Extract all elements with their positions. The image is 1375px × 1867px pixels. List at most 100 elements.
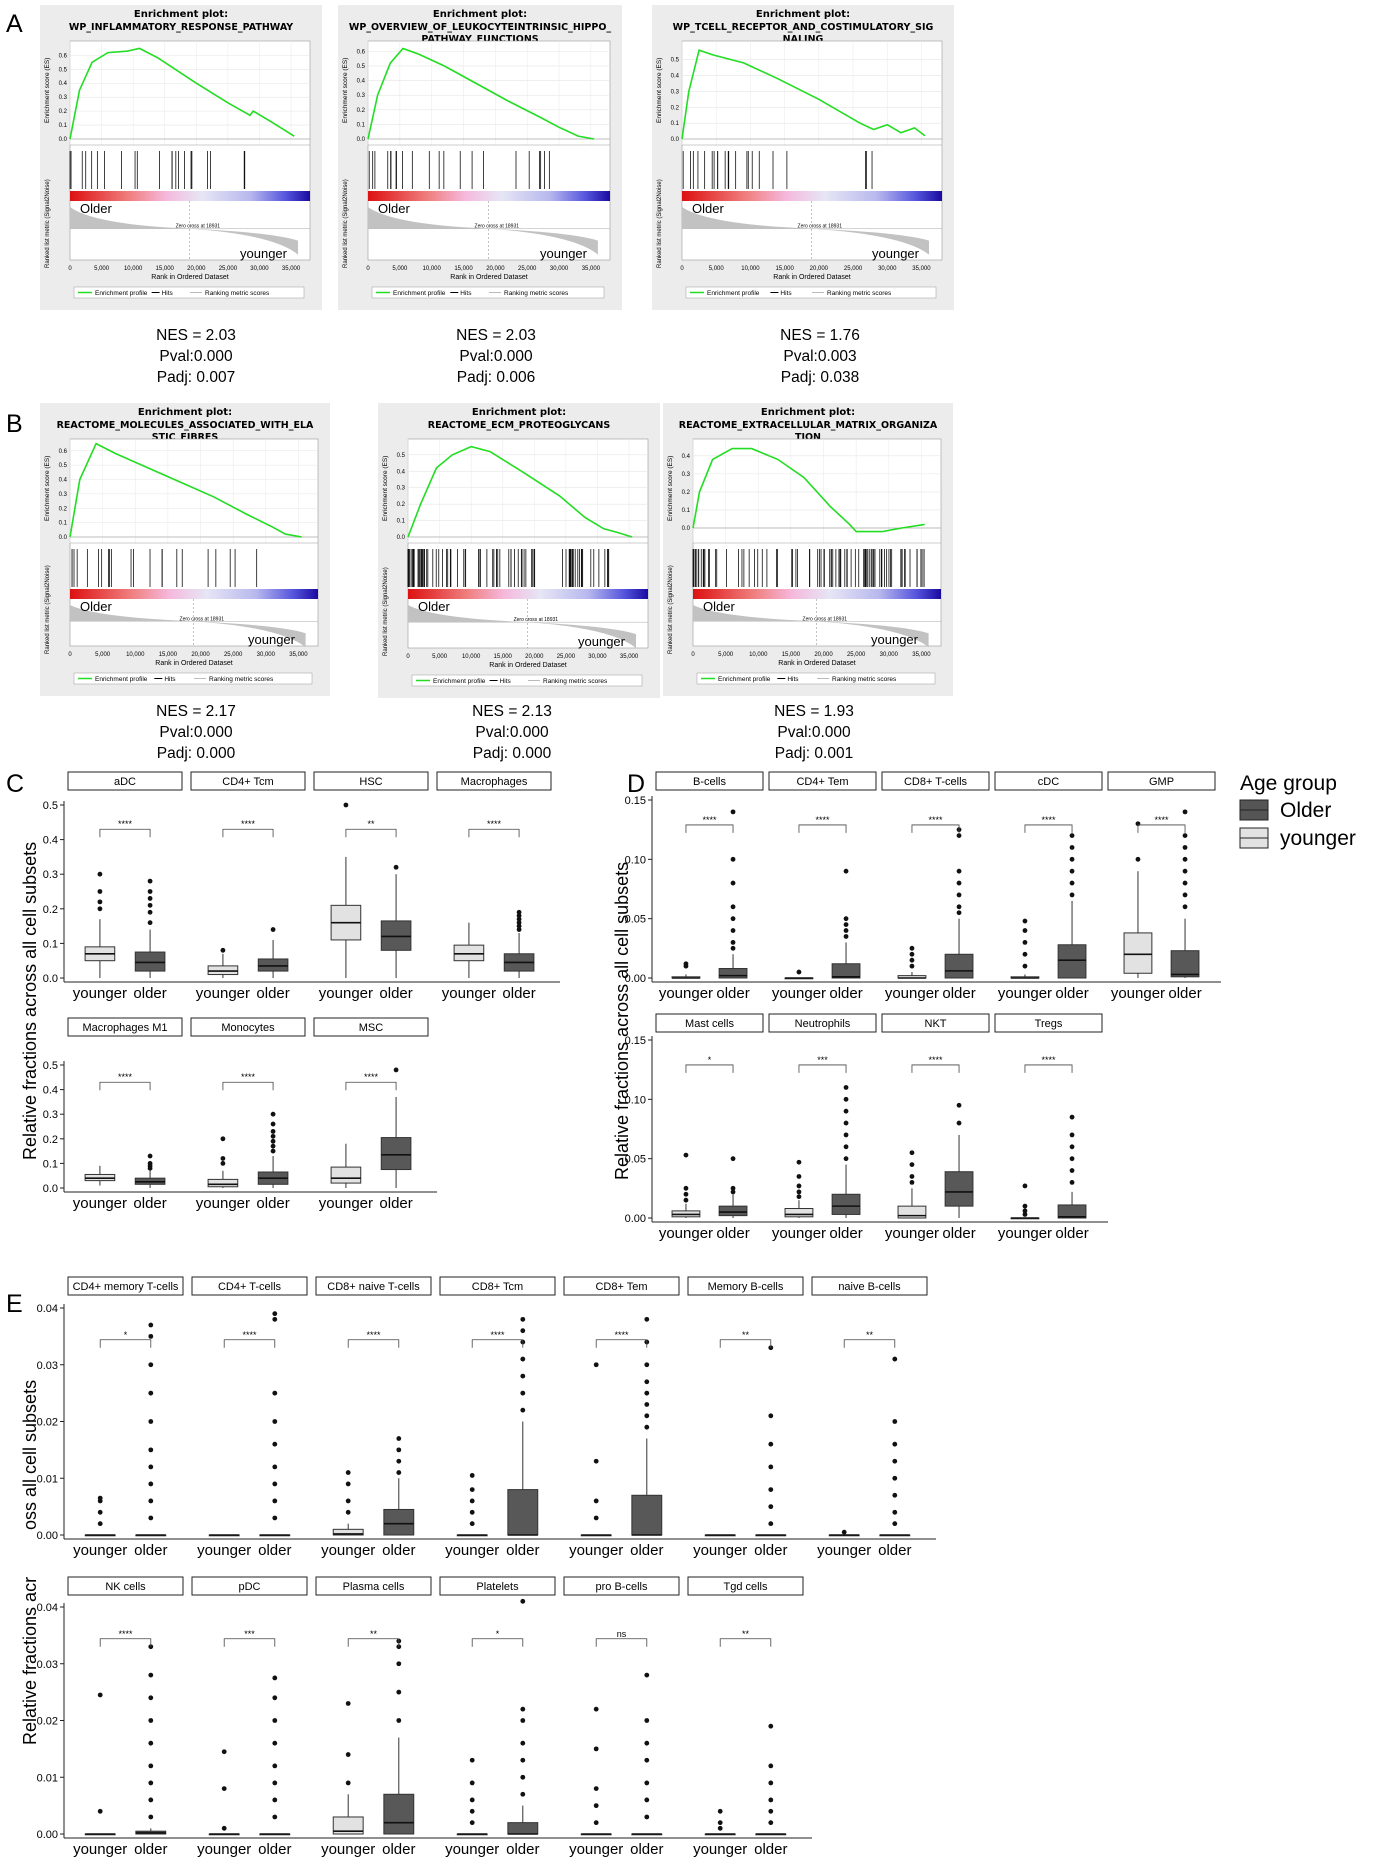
gsea-rank-tick: 0	[406, 654, 410, 660]
x-tick-older: older	[134, 1841, 167, 1858]
box-outlier	[1069, 892, 1075, 898]
box-outlier	[1069, 1144, 1075, 1150]
box-outlier	[768, 1521, 774, 1527]
gsea-legend-box	[73, 672, 313, 685]
gsea-es-tick: 0.3	[682, 472, 691, 478]
gsea-rank-tick: 5,000	[709, 266, 725, 272]
gsea-plot-5: Enrichment plot: REACTOME_ECM_PROTEOGLYCA…	[378, 403, 660, 698]
box-outlier	[396, 1447, 402, 1453]
gsea-rank-tick: 10,000	[124, 266, 143, 272]
gsea-rank-tick: 35,000	[912, 652, 931, 658]
box-outlier	[909, 1162, 915, 1167]
facet-label: naive B-cells	[838, 1281, 901, 1293]
box-outlier	[272, 1311, 278, 1317]
box-outlier	[272, 1464, 278, 1470]
box-outlier	[730, 916, 736, 922]
x-tick-younger: younger	[817, 1542, 871, 1559]
box-outlier	[1069, 856, 1075, 862]
facet-label: Plasma cells	[343, 1581, 405, 1593]
box-outlier	[97, 1692, 103, 1698]
gsea-rank-tick: 35,000	[582, 266, 601, 272]
box-outlier	[593, 1458, 599, 1464]
box-outlier	[469, 1780, 475, 1786]
sig-label: **	[866, 1330, 874, 1340]
sig-bracket	[345, 1081, 397, 1091]
sig-label: **	[370, 1629, 378, 1639]
x-tick-older: older	[256, 985, 289, 1002]
gsea-rank-tick: 5,000	[432, 654, 448, 660]
box-outlier	[1069, 1156, 1075, 1162]
box-older	[944, 953, 974, 979]
box-older	[134, 951, 166, 972]
sig-label: **	[367, 819, 375, 829]
x-tick-younger: younger	[73, 1542, 127, 1559]
gsea-rank-axis-label: Rank in Ordered Dataset	[450, 274, 527, 281]
gsea-es-tick: 0.3	[671, 89, 680, 95]
box-outlier	[892, 1441, 898, 1447]
gsea-rank-tick: 15,000	[156, 266, 175, 272]
box-outlier	[1182, 833, 1188, 838]
box-outlier	[270, 1138, 276, 1144]
gsea-legend-hits: Hits	[162, 290, 174, 297]
facet-label: B-cells	[693, 776, 727, 788]
box-outlier	[644, 1718, 650, 1723]
box-outlier	[768, 1504, 774, 1510]
gsea-metric-axis-label: Ranked list metric (Signal2Noise)	[668, 565, 674, 654]
x-tick-younger: younger	[569, 1542, 623, 1559]
box-older	[257, 958, 289, 972]
box-outlier	[843, 1144, 849, 1150]
box-outlier	[593, 1820, 599, 1826]
box-outlier	[730, 1185, 736, 1191]
box-outlier	[843, 868, 849, 874]
box-outlier	[1182, 904, 1188, 910]
x-tick-younger: younger	[319, 1195, 373, 1212]
y-axis-label-e-top: oss all cell subsets	[20, 1380, 40, 1530]
sig-bracket	[471, 1339, 524, 1348]
sig-label: ****	[928, 815, 943, 825]
gsea-padj: Padj: 0.000	[157, 745, 236, 762]
box-outlier	[768, 1441, 774, 1447]
box-outlier	[843, 1096, 849, 1102]
box-outlier	[909, 951, 915, 957]
box-outlier	[1022, 940, 1028, 945]
sig-bracket	[1024, 1064, 1073, 1073]
gsea-es-axis-label: Enrichment score (ES)	[44, 456, 51, 521]
facet-msc: MSC younger older ****	[313, 1017, 429, 1212]
gsea-rank-bar	[368, 191, 610, 201]
gsea-plot-1: Enrichment plot: WP_INFLAMMATORY_RESPONSE…	[40, 5, 322, 310]
gsea-es-curve	[407, 445, 633, 538]
facet-strip	[191, 1276, 308, 1296]
gsea-rank-axis-label: Rank in Ordered Dataset	[778, 660, 855, 667]
gsea-pval: Pval:0.000	[475, 724, 549, 741]
facet-strip	[439, 1576, 556, 1596]
facet-monocytes: Monocytes younger older ****	[190, 1017, 306, 1212]
box-outlier	[1022, 928, 1028, 933]
x-tick-younger: younger	[885, 1225, 939, 1242]
box-outlier	[956, 892, 962, 898]
box-outlier	[956, 880, 962, 886]
facet-label: CD4+ Tcm	[222, 776, 273, 788]
gsea-legend-box	[696, 672, 936, 685]
facet-strip	[655, 771, 764, 791]
box-older	[507, 1489, 539, 1536]
panel-letter-D: D	[627, 770, 645, 798]
gsea-younger-label: younger	[240, 246, 288, 261]
box-outlier	[272, 1419, 278, 1424]
facet-strip	[190, 1017, 306, 1037]
box-outlier	[843, 916, 849, 922]
sig-label: ****	[118, 819, 133, 829]
gsea-nes: NES = 2.13	[472, 703, 552, 720]
box-outlier	[469, 1509, 475, 1515]
sig-bracket	[719, 1339, 772, 1348]
box-outlier	[644, 1814, 650, 1820]
gsea-es-tick: 0.2	[59, 506, 68, 512]
box-outlier	[516, 923, 522, 929]
sig-bracket	[1024, 824, 1073, 833]
gsea-es-tick: 0.1	[59, 123, 68, 129]
box-outlier	[909, 957, 915, 963]
sig-bracket	[595, 1638, 648, 1647]
facet-cd4-memory-t-cells: CD4+ memory T-cells younger older *	[67, 1276, 184, 1559]
panel-letter-A: A	[6, 10, 23, 38]
box-outlier	[1182, 868, 1188, 874]
box-outlier	[644, 1413, 650, 1419]
